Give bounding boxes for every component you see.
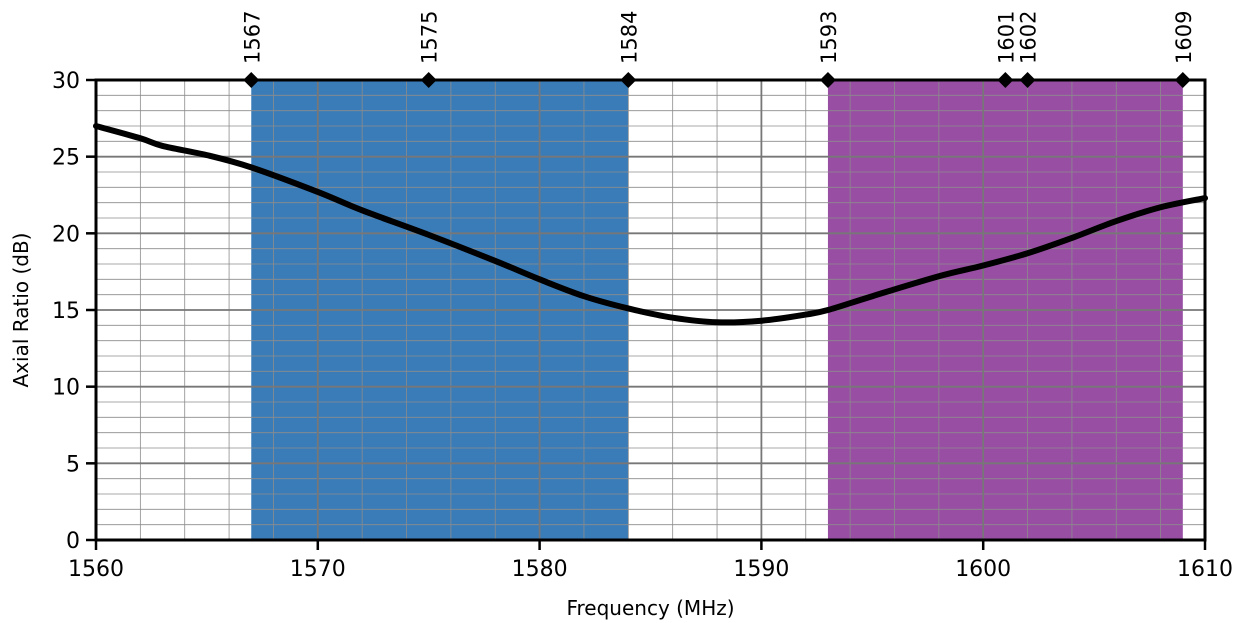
y-tick-label: 5 <box>66 452 80 477</box>
frequency-marker-4 <box>997 72 1014 88</box>
frequency-marker-3 <box>819 72 836 88</box>
marker-label-4: 1601 <box>994 11 1018 64</box>
marker-label-2: 1584 <box>617 11 641 64</box>
plot-frame <box>86 78 1207 550</box>
marker-label-5: 1602 <box>1017 11 1041 64</box>
x-axis-title: Frequency (MHz) <box>566 596 734 620</box>
y-tick-label: 20 <box>52 222 80 247</box>
x-tick-label: 1610 <box>1177 557 1233 582</box>
marker-label-6: 1609 <box>1172 11 1196 64</box>
y-tick-label: 25 <box>52 146 80 171</box>
y-tick-label: 15 <box>52 299 80 324</box>
marker-label-1: 1575 <box>418 11 442 64</box>
frequency-marker-6 <box>1174 72 1191 88</box>
marker-label-0: 1567 <box>240 11 264 64</box>
frequency-marker-0 <box>243 72 260 88</box>
x-tick-label: 1560 <box>68 557 124 582</box>
grid-layer <box>96 80 1205 540</box>
x-tick-label: 1600 <box>955 557 1011 582</box>
x-tick-label: 1590 <box>733 557 789 582</box>
series-line-0 <box>93 123 1208 326</box>
marker-label-3: 1593 <box>817 11 841 64</box>
series-layer <box>93 123 1208 326</box>
y-tick-label: 10 <box>52 376 80 401</box>
y-axis-title: Axial Ratio (dB) <box>9 233 33 388</box>
frequency-marker-2 <box>620 72 637 88</box>
y-tick-label: 30 <box>52 69 80 94</box>
frequency-marker-1 <box>420 72 437 88</box>
y-tick-label: 0 <box>66 529 80 554</box>
frequency-marker-5 <box>1019 72 1036 88</box>
x-tick-label: 1580 <box>512 557 568 582</box>
axis-labels: 0 5 10 15 20 25 30 1560 1570 1580 1590 1600 1610 Freq… <box>9 69 1233 620</box>
x-tick-label: 1570 <box>290 557 346 582</box>
